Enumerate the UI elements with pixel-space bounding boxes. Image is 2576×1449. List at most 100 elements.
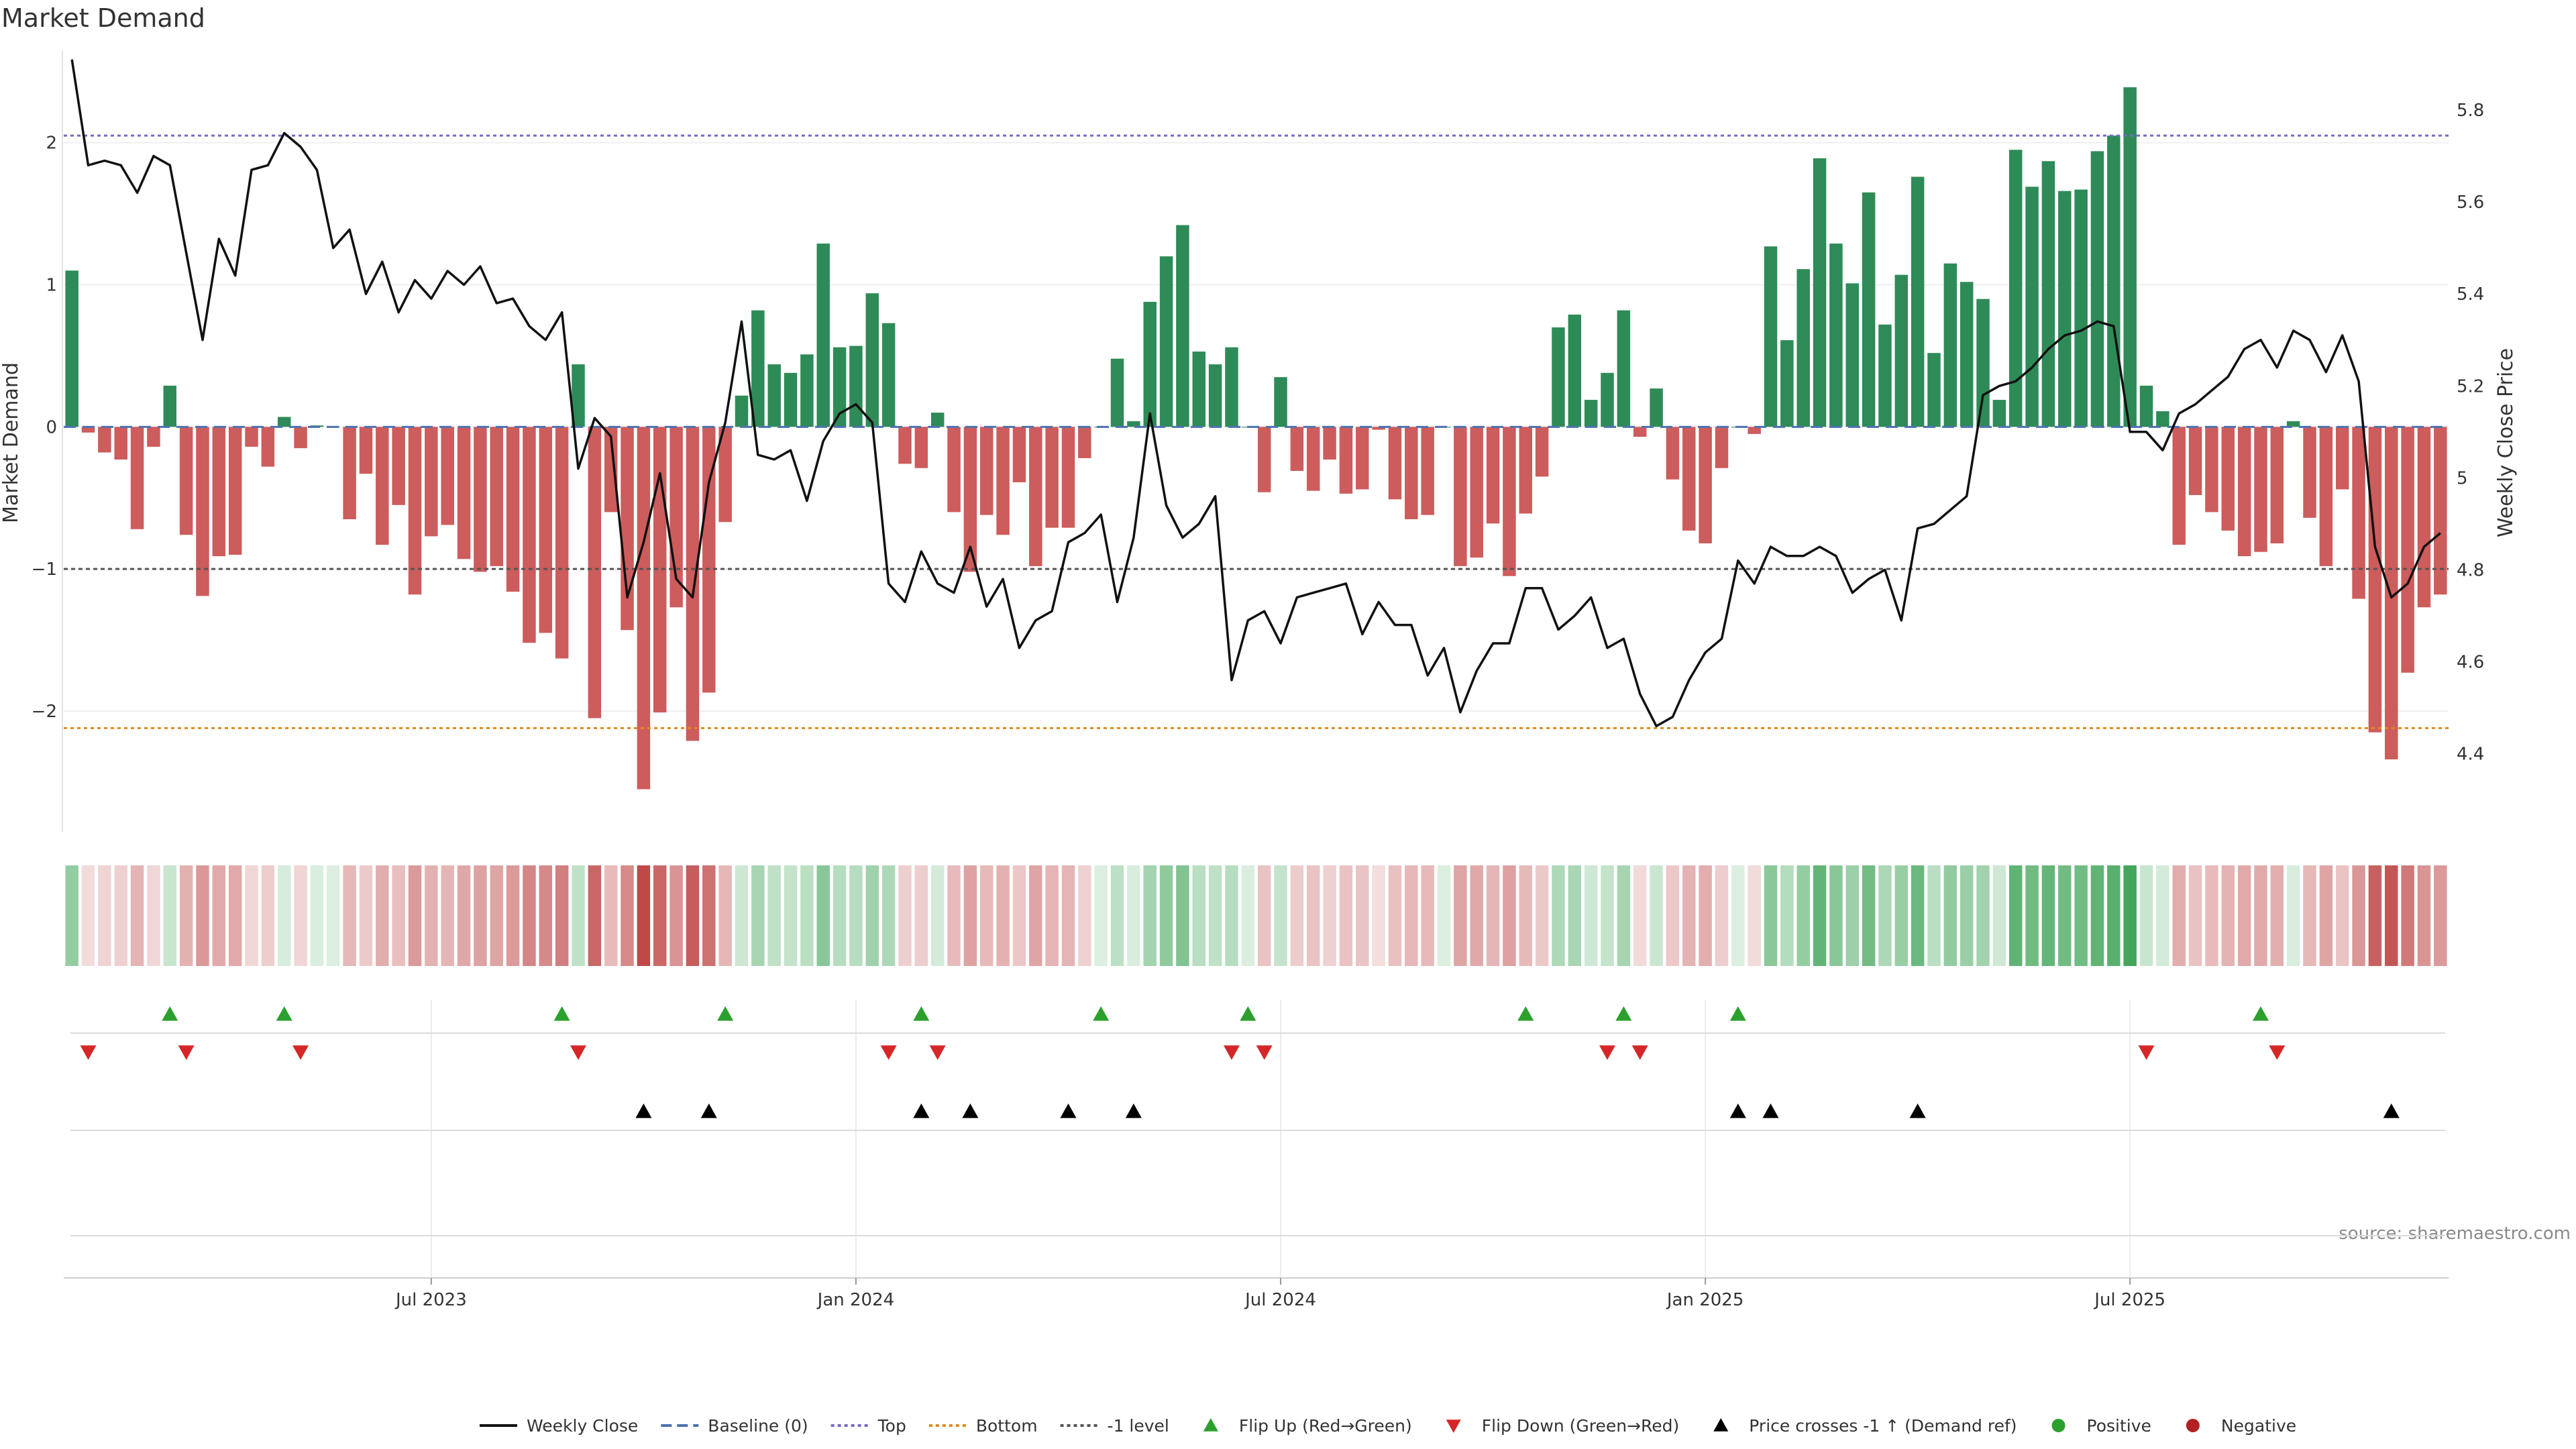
heat-cell (1552, 865, 1565, 966)
demand-bar (1601, 372, 1614, 427)
demand-bar (718, 427, 732, 523)
heat-cell (2237, 865, 2251, 966)
demand-bar (898, 427, 912, 464)
demand-bar (1666, 427, 1680, 480)
y-tick-right: 5.8 (2457, 101, 2484, 121)
heat-cell (1388, 865, 1402, 966)
heat-cell (1372, 865, 1385, 966)
demand-bar (2434, 427, 2447, 595)
heat-cell (2009, 865, 2023, 966)
demand-bar (686, 427, 700, 741)
demand-bar (816, 244, 830, 427)
heat-cell (130, 865, 144, 966)
demand-bar (2123, 87, 2137, 427)
heat-cell (881, 865, 896, 966)
demand-bar (2058, 191, 2072, 427)
demand-bar (2139, 385, 2153, 427)
legend-label: Positive (2087, 1416, 2151, 1436)
demand-bar (572, 364, 585, 427)
heat-cell (1894, 865, 1909, 966)
demand-bar (1257, 427, 1271, 492)
flip-up-marker (553, 1006, 570, 1021)
demand-bar (735, 395, 749, 427)
heat-cell (1845, 865, 1859, 966)
heat-cell (555, 865, 569, 966)
flip-down-marker (292, 1045, 309, 1060)
heat-cell (1159, 865, 1173, 966)
price-cross-marker (1060, 1104, 1077, 1118)
demand-bar (1274, 377, 1287, 427)
heat-cell (2123, 865, 2137, 966)
heat-cell (1045, 865, 1059, 966)
heat-cell (816, 865, 830, 966)
heat-cell (179, 865, 193, 966)
heat-cell (1012, 865, 1026, 966)
heat-cell (81, 865, 95, 966)
heat-cell (1715, 865, 1729, 966)
demand-bar (2009, 150, 2023, 427)
source-note: source: sharemaestro.com (2339, 1224, 2571, 1244)
demand-bar (1405, 427, 1418, 519)
heat-cell (1503, 865, 1516, 966)
heat-cell (1470, 865, 1483, 966)
heat-cell (294, 865, 307, 966)
heat-cell (996, 865, 1010, 966)
heat-cell (669, 865, 683, 966)
heat-cell (1666, 865, 1680, 966)
y-tick-right: 5.2 (2457, 376, 2484, 396)
heat-cell (1405, 865, 1418, 966)
demand-bar (147, 427, 160, 447)
demand-bar (2041, 161, 2055, 427)
demand-bar (2237, 427, 2251, 557)
heat-cell (1454, 865, 1467, 966)
heat-cell (376, 865, 389, 966)
heat-cell (930, 865, 945, 966)
heat-cell (865, 865, 879, 966)
demand-bar (833, 347, 847, 427)
demand-bar (702, 427, 716, 693)
heat-cell (898, 865, 912, 966)
demand-bar (2401, 427, 2414, 673)
heat-cell (1094, 865, 1108, 966)
heat-cell (1127, 865, 1140, 966)
heat-cell (2205, 865, 2218, 966)
x-tick-label: Jan 2025 (1666, 1290, 1744, 1310)
legend-label: Negative (2221, 1416, 2296, 1436)
heat-cell (2172, 865, 2186, 966)
heat-cell (1437, 865, 1451, 966)
heat-cell (147, 865, 160, 966)
y-tick-right: 5.6 (2457, 193, 2484, 213)
heat-cell (1748, 865, 1761, 966)
y-tick-left: 0 (46, 417, 57, 437)
flip-down-marker (929, 1045, 946, 1060)
demand-bar (1878, 324, 1892, 427)
price-line-layer (70, 59, 2441, 728)
heat-cell (261, 865, 275, 966)
legend-swatch (2186, 1419, 2200, 1432)
y-tick-right: 4.8 (2457, 560, 2484, 580)
heat-cell (979, 865, 994, 966)
heat-cell (1192, 865, 1206, 966)
demand-bar (800, 354, 814, 427)
heat-cell (212, 865, 226, 966)
flip-down-marker (880, 1045, 897, 1060)
demand-bar (1829, 244, 1843, 427)
x-tick-label: Jul 2023 (394, 1290, 467, 1310)
heat-cell (1568, 865, 1582, 966)
chart-title: Market Demand (1, 3, 205, 33)
flip-up-marker (1240, 1006, 1256, 1021)
demand-bar (359, 427, 373, 474)
flip-up-marker (276, 1006, 292, 1021)
y-tick-right: 5.4 (2457, 284, 2484, 305)
heat-cell (572, 865, 585, 966)
demand-bar (457, 427, 471, 559)
flip-down-marker (1599, 1045, 1616, 1060)
demand-bar (1045, 427, 1059, 528)
demand-bar (1061, 427, 1075, 528)
demand-bar (1110, 358, 1124, 427)
demand-bar (1208, 364, 1222, 427)
demand-bar (1519, 427, 1533, 514)
y-tick-right: 4.6 (2457, 652, 2484, 672)
heat-cell (2335, 865, 2349, 966)
heat-cell (1764, 865, 1778, 966)
